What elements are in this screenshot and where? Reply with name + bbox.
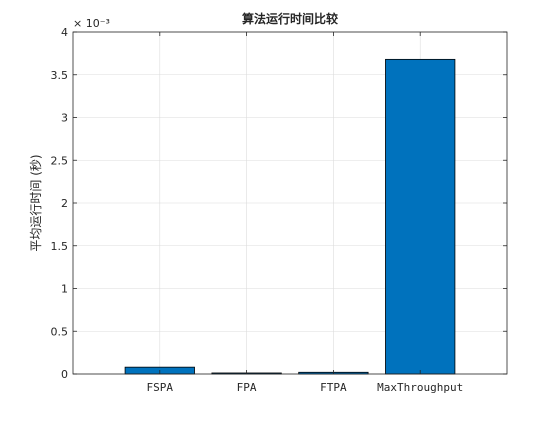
y-tick-label: 1 xyxy=(61,283,68,296)
x-tick-label: FSPA xyxy=(147,381,174,394)
x-tick-label: FTPA xyxy=(320,381,347,394)
y-tick-label: 0.5 xyxy=(51,325,69,338)
y-tick-label: 0 xyxy=(61,368,68,381)
y-tick-label: 1.5 xyxy=(51,240,69,253)
bar-maxthroughput xyxy=(385,59,454,374)
chart-title: 算法运行时间比较 xyxy=(242,11,338,26)
bars xyxy=(125,59,455,374)
x-tick-label: FPA xyxy=(237,381,257,394)
x-tick-label: MaxThroughput xyxy=(377,381,463,394)
y-tick-label: 2 xyxy=(61,197,68,210)
y-axis-exponent: × 10⁻³ xyxy=(73,17,110,30)
y-tick-label: 2.5 xyxy=(51,154,69,167)
y-tick-label: 3.5 xyxy=(51,69,69,82)
y-axis-label: 平均运行时间 (秒) xyxy=(29,154,43,251)
y-tick-label: 3 xyxy=(61,112,68,125)
y-tick-label: 4 xyxy=(61,26,68,39)
